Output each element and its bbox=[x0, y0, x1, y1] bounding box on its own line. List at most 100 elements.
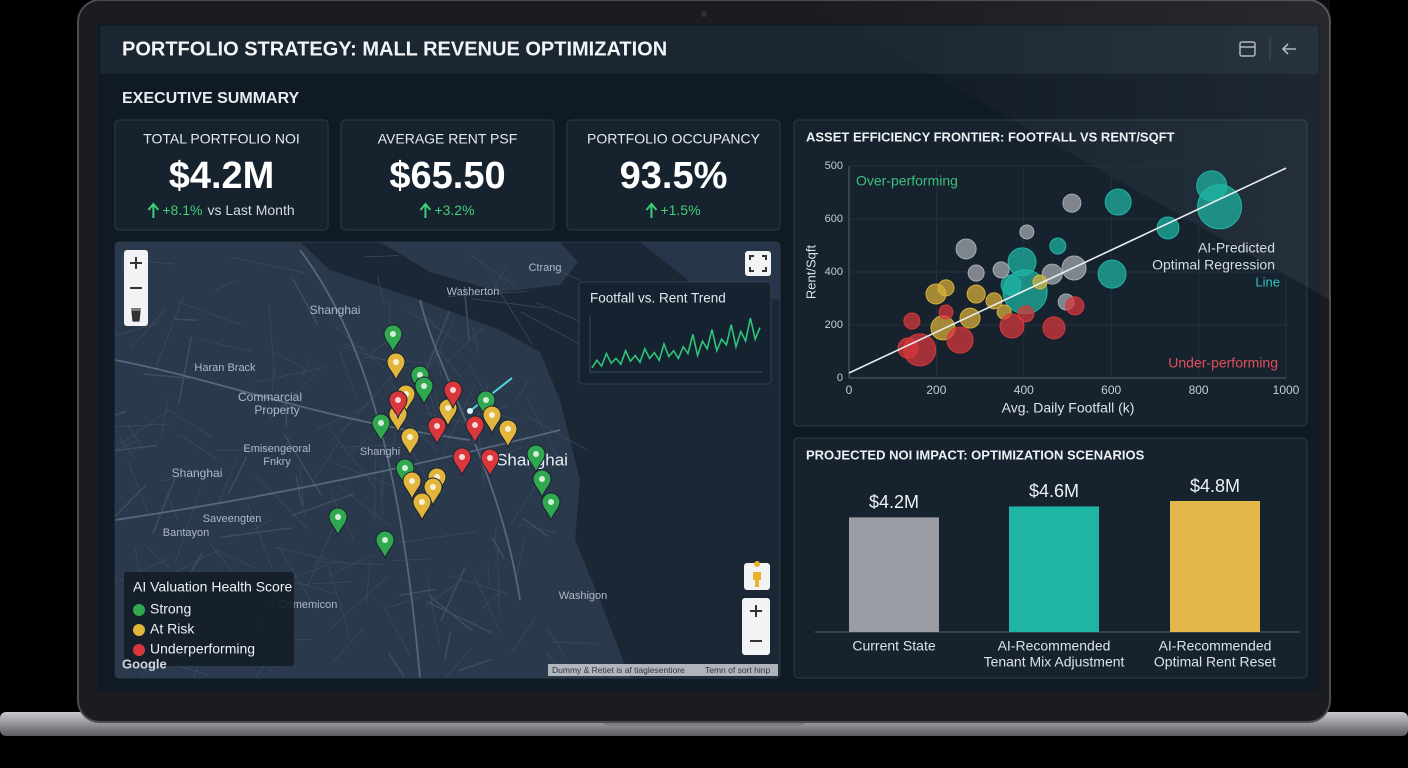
map-road bbox=[383, 606, 411, 656]
bubble[interactable] bbox=[1065, 296, 1085, 316]
bubble[interactable] bbox=[1197, 184, 1243, 230]
bubble[interactable] bbox=[1019, 224, 1035, 240]
map-pin[interactable] bbox=[375, 530, 395, 560]
attribution: Temn of sort hinp bbox=[705, 665, 770, 675]
map-pin[interactable] bbox=[386, 352, 406, 382]
map-pin[interactable] bbox=[383, 324, 403, 354]
map-road bbox=[115, 410, 127, 430]
map-road bbox=[515, 380, 529, 401]
bubble[interactable] bbox=[1017, 305, 1035, 323]
bubble[interactable] bbox=[946, 326, 974, 354]
bubble[interactable] bbox=[967, 264, 985, 282]
map-pin[interactable] bbox=[541, 492, 561, 522]
map-place-label: Emisengeoral bbox=[243, 443, 310, 455]
map-road bbox=[398, 530, 478, 544]
page-title: PORTFOLIO STRATEGY: MALL REVENUE OPTIMIZ… bbox=[122, 38, 667, 60]
kpi-change: +8.1% vs Last Month bbox=[162, 202, 294, 218]
map-pin[interactable] bbox=[371, 413, 391, 443]
bubble[interactable] bbox=[992, 261, 1010, 279]
bubble[interactable] bbox=[937, 279, 955, 297]
map-road bbox=[388, 597, 420, 608]
map-road bbox=[334, 325, 384, 368]
map-pin[interactable] bbox=[532, 469, 552, 499]
kpi-change-note: vs Last Month bbox=[207, 202, 294, 218]
map-place-label: Ctrang bbox=[528, 262, 561, 274]
bubble[interactable] bbox=[999, 313, 1025, 339]
map-pin[interactable] bbox=[465, 415, 485, 445]
map-road bbox=[330, 576, 388, 630]
map-pin[interactable] bbox=[498, 419, 518, 449]
kpi-value: 93.5% bbox=[620, 155, 728, 197]
bubble[interactable] bbox=[966, 284, 986, 304]
map-pin[interactable] bbox=[452, 447, 472, 477]
map-road bbox=[218, 458, 237, 503]
bubble[interactable] bbox=[903, 312, 921, 330]
bubble[interactable] bbox=[1032, 274, 1048, 290]
bubble[interactable] bbox=[1049, 237, 1067, 255]
zoom-controls-2 bbox=[742, 598, 770, 655]
bar[interactable] bbox=[1009, 506, 1099, 632]
zoom-in-2[interactable] bbox=[750, 605, 762, 617]
map-road bbox=[115, 444, 158, 455]
y-axis-label: Rent/Sqft bbox=[803, 245, 818, 300]
bubble[interactable] bbox=[959, 307, 981, 329]
bubble[interactable] bbox=[938, 304, 954, 320]
map-highway bbox=[115, 429, 561, 521]
delete-button[interactable] bbox=[131, 308, 141, 322]
bubble[interactable] bbox=[955, 238, 977, 260]
map-road bbox=[497, 548, 500, 612]
annotation: Line bbox=[1255, 274, 1280, 289]
map-pin[interactable] bbox=[480, 448, 500, 478]
map-pin[interactable] bbox=[482, 405, 502, 435]
bubble[interactable] bbox=[1041, 263, 1063, 285]
map-pin[interactable] bbox=[427, 416, 447, 446]
map-pin[interactable] bbox=[402, 471, 422, 501]
map-road bbox=[254, 367, 321, 383]
map-pin[interactable] bbox=[388, 390, 408, 420]
kpi-change-value: +3.2% bbox=[434, 202, 474, 218]
map-road bbox=[493, 267, 506, 291]
map-pin[interactable] bbox=[400, 427, 420, 457]
annotation: AI-Predicted bbox=[1198, 240, 1275, 256]
chart-title: PROJECTED NOI IMPACT: OPTIMIZATION SCENA… bbox=[806, 447, 1145, 462]
x-tick-label: Tenant Mix Adjustment bbox=[984, 654, 1125, 670]
map-pin[interactable] bbox=[443, 380, 463, 410]
legend-swatch bbox=[133, 624, 145, 636]
map-road bbox=[130, 309, 166, 349]
map-place-label: Saveengten bbox=[203, 513, 262, 525]
map-road bbox=[291, 278, 319, 325]
map-road bbox=[115, 322, 158, 341]
map-pin[interactable] bbox=[526, 444, 546, 474]
map-pin[interactable] bbox=[328, 507, 348, 537]
map-road bbox=[444, 631, 452, 659]
map-place-label: Washigon bbox=[559, 590, 608, 602]
glare bbox=[800, 0, 1330, 300]
up-arrow bbox=[147, 202, 160, 218]
map-link-dot bbox=[467, 408, 473, 414]
fullscreen-button[interactable] bbox=[745, 251, 771, 276]
map-pin-dot bbox=[417, 372, 423, 378]
bubble[interactable] bbox=[1000, 274, 1022, 296]
bubble[interactable] bbox=[1104, 188, 1132, 216]
x-tick-label: 200 bbox=[926, 383, 946, 397]
map-pin-dot bbox=[402, 465, 408, 471]
map-pin-dot bbox=[382, 537, 388, 543]
annotation: Under-performing bbox=[1168, 355, 1278, 371]
map-road bbox=[127, 460, 149, 514]
zoom-in[interactable] bbox=[130, 257, 142, 269]
bubble[interactable] bbox=[1062, 193, 1082, 213]
bar[interactable] bbox=[849, 517, 939, 632]
map-road bbox=[301, 356, 311, 378]
map-pin[interactable] bbox=[414, 376, 434, 406]
bubble[interactable] bbox=[1097, 259, 1127, 289]
bubble[interactable] bbox=[1042, 316, 1066, 340]
map-road bbox=[331, 628, 364, 664]
map-pin-dot bbox=[450, 387, 456, 393]
map-pin[interactable] bbox=[412, 492, 432, 522]
bar[interactable] bbox=[1170, 501, 1260, 632]
map-pin-dot bbox=[459, 454, 465, 460]
map-pin-dot bbox=[533, 451, 539, 457]
map-road bbox=[307, 519, 338, 586]
